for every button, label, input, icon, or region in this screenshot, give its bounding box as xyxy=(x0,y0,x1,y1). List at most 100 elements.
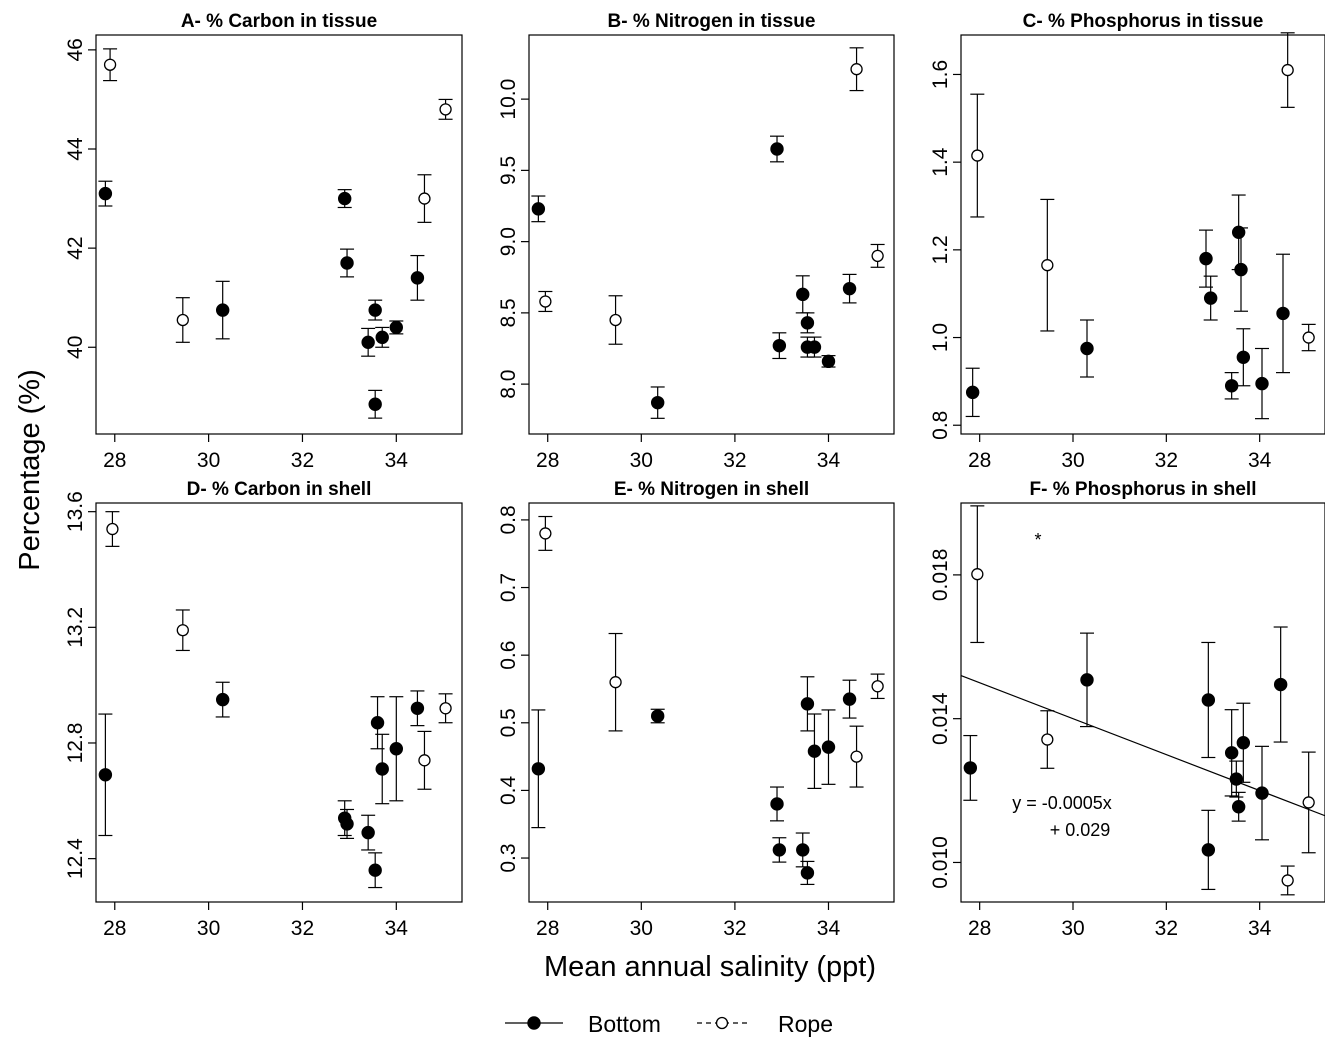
panel-c-rope-point xyxy=(971,149,984,162)
panel-b-bottom-point xyxy=(772,338,787,353)
panel-d-rope-point xyxy=(176,624,189,637)
panel-b-y-tick-label: 9.0 xyxy=(497,227,520,256)
panel-c-bottom-point xyxy=(1234,262,1248,277)
panel-e-y-tick-label: 0.5 xyxy=(497,708,520,737)
panel-e-x-tick-label: 28 xyxy=(536,917,559,940)
panel-b-bottom-point xyxy=(807,340,822,354)
panel-e-bottom-point xyxy=(770,797,784,811)
panel-f-x-tick-label: 30 xyxy=(1061,917,1084,940)
panel-a-x-tick-label: 34 xyxy=(385,449,409,472)
panel-c-bottom-point xyxy=(965,385,980,400)
panel-d-bottom-point xyxy=(389,742,404,756)
panel-a-frame xyxy=(95,34,463,435)
panel-d-rope-point xyxy=(418,754,431,767)
panel-d-bottom-point xyxy=(340,817,354,831)
panel-a-y-tick-label: 40 xyxy=(64,336,87,359)
panel-c-rope-point xyxy=(1302,331,1315,344)
panel-d-bottom-point xyxy=(361,825,375,840)
panel-e-bottom-point xyxy=(807,744,822,758)
panel-c-x-tick-label: 30 xyxy=(1061,449,1084,472)
panel-d-x-tick-label: 30 xyxy=(197,917,220,940)
panel-f-bottom-point xyxy=(1231,800,1246,814)
panel-f-y-tick-label: 0.010 xyxy=(929,836,952,889)
panel-c-bottom-point xyxy=(1236,350,1251,364)
panel-b-rope-point xyxy=(539,295,552,308)
panel-c-rope-point xyxy=(1281,63,1294,77)
panel-c-bottom-point xyxy=(1255,376,1269,391)
panel-e-bottom-point xyxy=(531,762,546,776)
panel-c-x-tick-label: 28 xyxy=(968,449,991,472)
panel-b-bottom-point xyxy=(821,354,836,369)
panel-a-y-tick-label: 44 xyxy=(64,137,87,161)
panel-d-x-tick-label: 28 xyxy=(103,917,126,940)
panel-b-rope-point xyxy=(871,249,884,263)
panel-d-title: D- % Carbon in shell xyxy=(187,479,372,500)
panel-d-y-tick-label: 13.6 xyxy=(64,491,87,532)
panel-e-bottom-point xyxy=(821,740,836,754)
panel-f-bottom-point xyxy=(963,761,978,775)
panel-b-x-tick-label: 32 xyxy=(723,449,746,472)
legend-label-bottom: Bottom xyxy=(588,1011,661,1037)
panel-b-frame xyxy=(528,34,895,435)
panel-d-bottom-point xyxy=(98,768,113,782)
panel-a-bottom-point xyxy=(215,303,230,317)
panel-c-y-tick-label: 0.8 xyxy=(929,411,952,440)
panel-c-bottom-point xyxy=(1080,341,1094,356)
panel-a-rope-point xyxy=(176,313,189,327)
panel-c-bottom-point xyxy=(1199,251,1213,266)
panel-b-x-tick-label: 28 xyxy=(536,449,559,472)
panel-f-significance-mark: * xyxy=(1034,530,1041,550)
panel-f-equation-line1: y = -0.0005x xyxy=(1012,793,1112,813)
panel-e-rope-point xyxy=(850,750,863,763)
panel-f-bottom-point xyxy=(1229,772,1244,786)
panel-e-x-tick-label: 32 xyxy=(723,917,746,940)
panel-d-bottom-point xyxy=(375,762,389,776)
panel-a-x-tick-label: 28 xyxy=(103,449,126,472)
legend-marker-bottom xyxy=(527,1016,541,1030)
panel-f-bottom-point xyxy=(1255,786,1269,800)
panel-a-rope-point xyxy=(103,58,117,71)
panel-f-bottom-point xyxy=(1273,677,1288,692)
panel-c-title: C- % Phosphorus in tissue xyxy=(1023,11,1264,32)
panel-a-bottom-point xyxy=(389,320,404,335)
panel-d-y-tick-label: 13.2 xyxy=(64,607,87,648)
panel-d-rope-point xyxy=(439,702,452,715)
panel-e-bottom-point xyxy=(772,843,787,857)
panel-f-bottom-point xyxy=(1201,843,1216,857)
panel-e-y-tick-label: 0.6 xyxy=(497,641,520,670)
panel-a-bottom-point xyxy=(337,191,352,206)
panel-a-x-tick-label: 30 xyxy=(197,449,220,472)
panel-d-x-tick-label: 32 xyxy=(291,917,314,940)
panel-e-bottom-point xyxy=(650,709,665,723)
panel-c-rope-point xyxy=(1041,259,1054,272)
panel-b-y-tick-label: 10.0 xyxy=(497,79,520,120)
panel-a-x-tick-label: 32 xyxy=(291,449,314,472)
panel-a-bottom-point xyxy=(98,186,113,201)
panel-f-title: F- % Phosphorus in shell xyxy=(1030,479,1257,500)
panel-c-bottom-point xyxy=(1224,379,1239,393)
panel-d-x-tick-label: 34 xyxy=(385,917,409,940)
panel-e-bottom-point xyxy=(800,866,815,880)
panel-e-y-tick-label: 0.3 xyxy=(497,843,520,872)
panel-c-y-tick-label: 1.6 xyxy=(929,60,952,89)
panel-a-y-tick-label: 46 xyxy=(64,38,87,61)
panel-e-bottom-point xyxy=(842,692,857,706)
panel-f-bottom-point xyxy=(1224,746,1239,760)
panel-e-title: E- % Nitrogen in shell xyxy=(614,479,809,500)
y-axis-label: Percentage (%) xyxy=(14,369,46,571)
panel-a-bottom-point xyxy=(410,271,425,285)
panel-a-y-tick-label: 42 xyxy=(64,236,87,259)
panel-b-y-tick-label: 9.5 xyxy=(497,156,520,185)
panel-d-y-tick-label: 12.4 xyxy=(64,838,87,879)
panel-f-rope-point xyxy=(1281,874,1294,887)
panel-e: E- % Nitrogen in shell 28 30 32 34 0.3 0.4 0.5 0… xyxy=(497,479,895,940)
panel-d-bottom-point xyxy=(410,701,425,715)
panel-b: B- % Nitrogen in tissue 28 30 32 34 8.0 8.5 9.0… xyxy=(497,11,895,472)
panel-f-equation-line2: + 0.029 xyxy=(1050,820,1111,840)
panel-c: C- % Phosphorus in tissue 28 30 32 34 0.8 1.0 1… xyxy=(929,11,1325,472)
panel-b-title: B- % Nitrogen in tissue xyxy=(608,11,816,32)
panel-e-x-tick-label: 34 xyxy=(817,917,841,940)
panel-a-bottom-point xyxy=(368,397,382,411)
panel-b-bottom-point xyxy=(796,287,810,302)
panel-b-rope-point xyxy=(850,63,863,76)
